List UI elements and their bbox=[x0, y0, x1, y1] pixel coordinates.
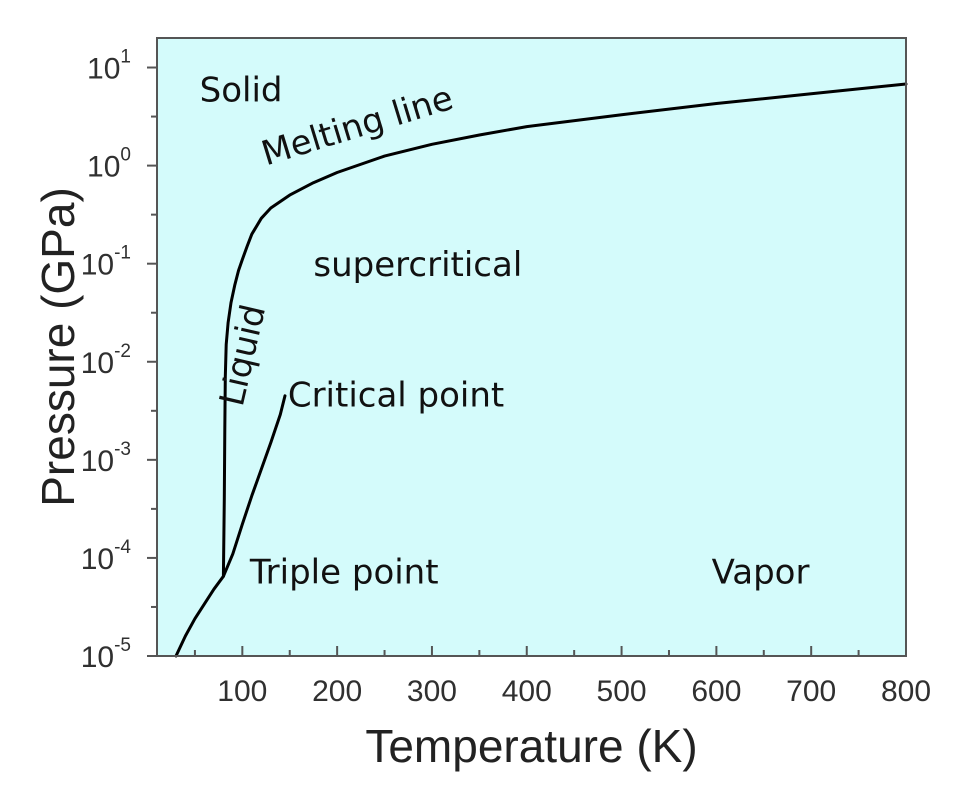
x-axis: 100 200 300 400 500 600 700 800 bbox=[193, 646, 931, 708]
x-axis-title: Temperature (K) bbox=[365, 720, 697, 772]
y-tick-label: 10-4 bbox=[81, 537, 132, 576]
y-tick-label: 10-3 bbox=[81, 439, 131, 478]
plot-area bbox=[157, 38, 906, 656]
annotation-label: Solid bbox=[200, 71, 283, 111]
annotation-label: supercritical bbox=[313, 245, 522, 285]
y-tick-label: 10-5 bbox=[81, 635, 131, 674]
x-tick-label: 300 bbox=[407, 675, 457, 708]
plot-frame bbox=[156, 37, 907, 657]
series-line-2 bbox=[221, 394, 287, 578]
annotation-label: Vapor bbox=[712, 552, 810, 592]
y-axis-title: Pressure (GPa) bbox=[32, 187, 84, 507]
x-tick-label: 600 bbox=[691, 675, 741, 708]
annotation-label: Critical point bbox=[288, 375, 504, 415]
annotation-label: Triple point bbox=[249, 552, 439, 592]
y-tick-label: 10-2 bbox=[81, 341, 131, 380]
x-tick-label: 400 bbox=[502, 675, 552, 708]
y-tick-label: 100 bbox=[87, 145, 131, 184]
y-tick-label: 10-1 bbox=[81, 243, 131, 282]
x-tick-label: 700 bbox=[786, 675, 836, 708]
y-axis: 10-5 10-4 10-3 10-2 10-1 100 101 bbox=[81, 47, 157, 674]
series-line-1 bbox=[174, 82, 908, 658]
x-tick-label: 500 bbox=[597, 675, 647, 708]
x-tick-label: 200 bbox=[312, 675, 362, 708]
y-tick-label: 101 bbox=[87, 47, 131, 86]
series-layer bbox=[174, 82, 908, 658]
x-tick-label: 100 bbox=[217, 675, 267, 708]
x-tick-label: 800 bbox=[881, 675, 931, 708]
